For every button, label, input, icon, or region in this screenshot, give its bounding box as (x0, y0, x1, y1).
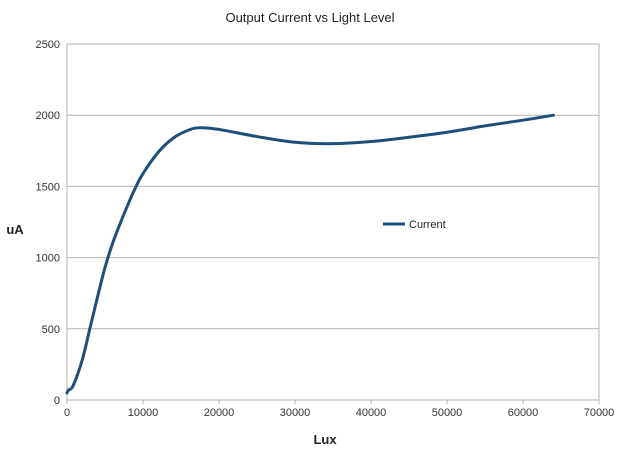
gridlines (67, 43, 599, 401)
axis-ticks: 0 500 1000 1500 2000 2500 0 10000 20000 30000 4000… (36, 39, 615, 419)
x-tick-label: 40000 (356, 407, 387, 419)
x-tick-label: 70000 (584, 407, 615, 419)
plot-area (66, 43, 600, 401)
x-tick-label: 0 (64, 407, 70, 419)
y-tick-label: 2000 (36, 110, 60, 122)
y-tick-label: 0 (54, 395, 60, 407)
x-axis-title: Lux (313, 432, 337, 447)
x-tick-label: 30000 (280, 407, 311, 419)
y-tick-label: 2500 (36, 39, 60, 51)
y-axis-title: uA (6, 222, 24, 237)
x-tick-label: 60000 (508, 407, 539, 419)
chart-title: Output Current vs Light Level (225, 10, 394, 25)
legend-label-current: Current (409, 219, 446, 231)
x-tick-label: 10000 (128, 407, 159, 419)
legend: Current (383, 219, 446, 231)
y-tick-label: 1000 (36, 253, 60, 265)
y-tick-label: 500 (42, 324, 60, 336)
series-layer (65, 113, 555, 395)
x-tick-label: 20000 (204, 407, 235, 419)
x-tick-label: 50000 (432, 407, 463, 419)
series-line-current (65, 113, 555, 395)
y-tick-label: 1500 (36, 181, 60, 193)
